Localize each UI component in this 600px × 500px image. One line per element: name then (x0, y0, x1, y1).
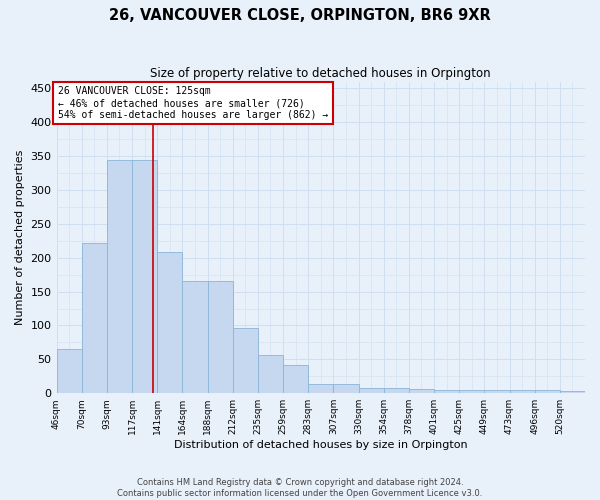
Bar (535, 390, 560, 393)
Bar (383, 388, 409, 393)
Bar (233, 328, 258, 393)
Text: Contains HM Land Registry data © Crown copyright and database right 2024.
Contai: Contains HM Land Registry data © Crown c… (118, 478, 482, 498)
Bar (509, 390, 535, 393)
Bar (208, 282, 233, 393)
Bar (258, 354, 283, 393)
Bar (459, 390, 484, 393)
Bar (484, 390, 509, 393)
Bar (359, 388, 383, 393)
Y-axis label: Number of detached properties: Number of detached properties (15, 150, 25, 325)
Bar (56, 349, 82, 393)
Title: Size of property relative to detached houses in Orpington: Size of property relative to detached ho… (151, 68, 491, 80)
Bar (434, 390, 459, 393)
Bar (334, 384, 359, 393)
Bar (409, 389, 434, 393)
Bar (283, 365, 308, 393)
Text: 26 VANCOUVER CLOSE: 125sqm
← 46% of detached houses are smaller (726)
54% of sem: 26 VANCOUVER CLOSE: 125sqm ← 46% of deta… (58, 86, 328, 120)
Bar (182, 281, 208, 393)
Bar (82, 243, 107, 393)
Bar (132, 160, 157, 393)
Text: 26, VANCOUVER CLOSE, ORPINGTON, BR6 9XR: 26, VANCOUVER CLOSE, ORPINGTON, BR6 9XR (109, 8, 491, 22)
Bar (560, 391, 585, 393)
Bar (308, 384, 334, 393)
Bar (107, 160, 132, 393)
Bar (157, 252, 182, 393)
X-axis label: Distribution of detached houses by size in Orpington: Distribution of detached houses by size … (174, 440, 467, 450)
